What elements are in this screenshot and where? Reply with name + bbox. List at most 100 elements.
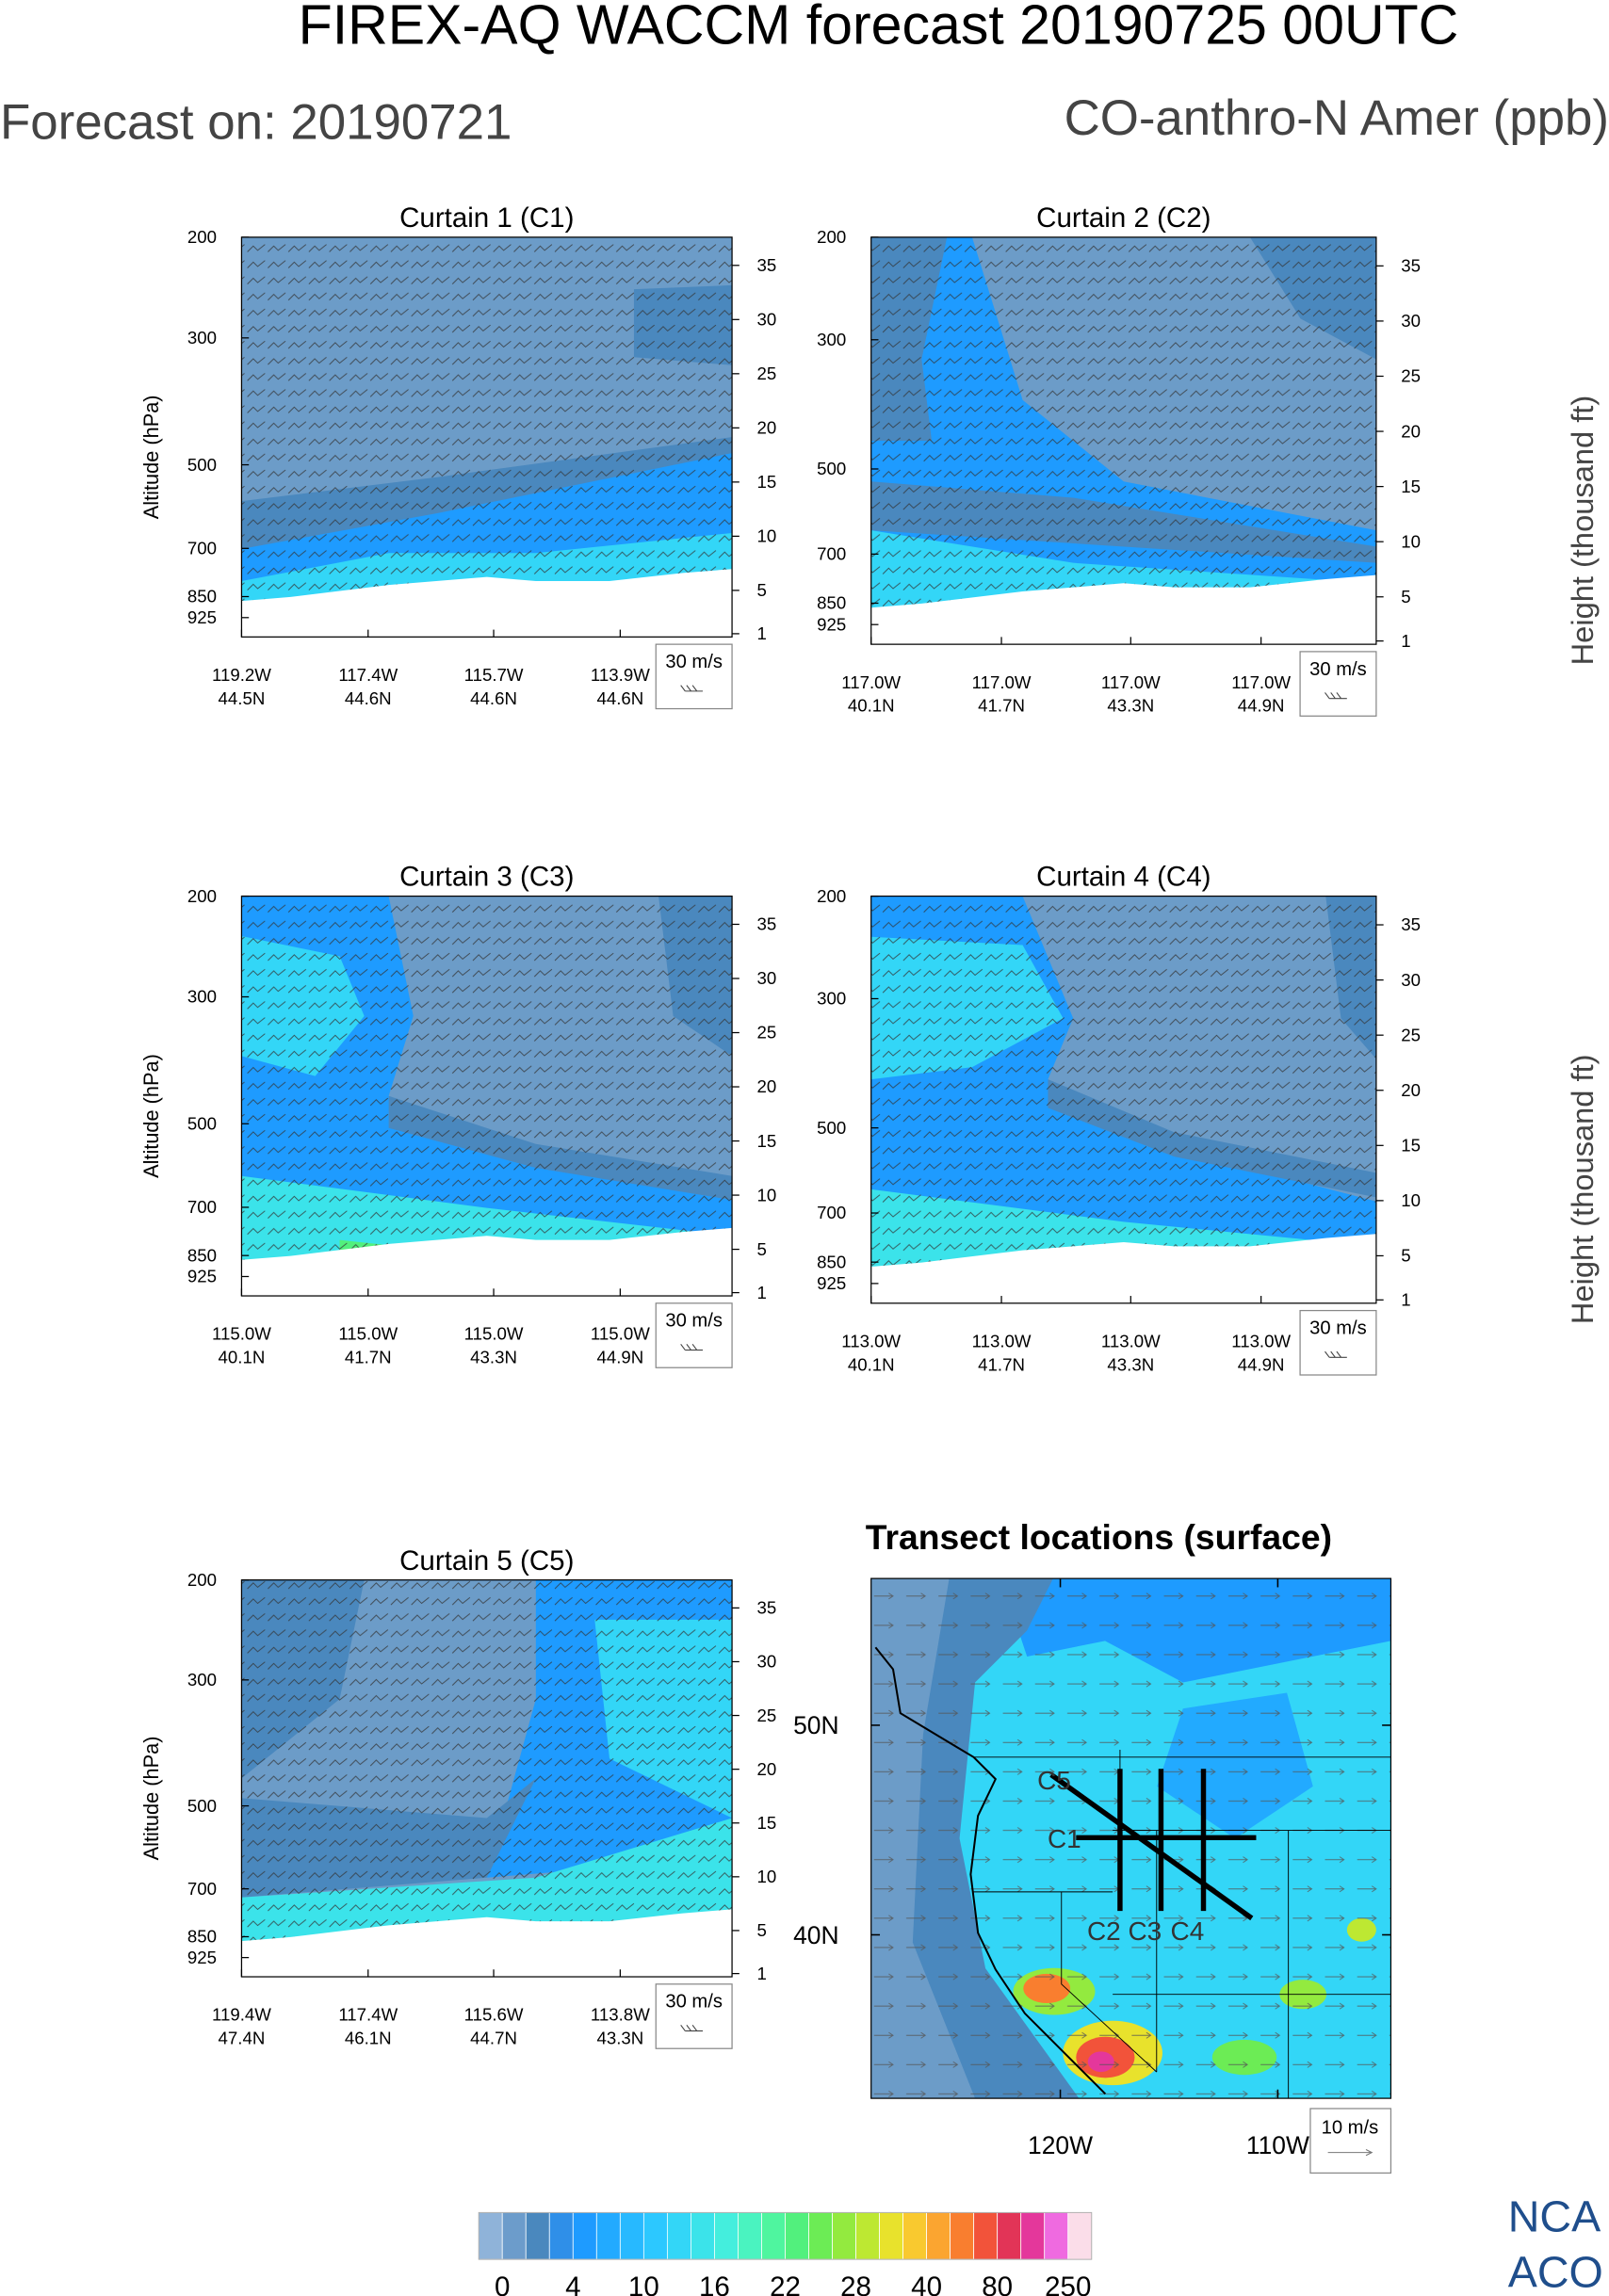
x-tick-label-lat: 44.6N	[470, 688, 517, 708]
colorbar-box	[950, 2211, 975, 2260]
wind-legend-barb	[680, 2025, 703, 2032]
y2-tick-label: 25	[756, 1706, 776, 1725]
y-tick-label: 850	[187, 1245, 217, 1265]
colorbar-box	[1067, 2211, 1093, 2260]
wind-legend-label: 30 m/s	[665, 1992, 723, 2013]
colorbar-box	[595, 2211, 621, 2260]
terrain	[241, 1909, 733, 1978]
x-tick-label: 115.6W	[464, 2005, 524, 2025]
x-tick-label: 117.0W	[1101, 672, 1161, 692]
x-tick-label: 115.0W	[464, 1324, 524, 1344]
colorbar-box	[666, 2211, 691, 2260]
panel-title: Curtain 2 (C2)	[1036, 202, 1211, 234]
y-tick-label: 200	[187, 227, 217, 247]
y2-tick-label: 35	[756, 255, 776, 275]
terrain	[870, 574, 1376, 645]
x-tick-label-lat: 40.1N	[219, 1348, 266, 1367]
y2-tick-label: 30	[1401, 970, 1421, 990]
y2-tick-label: 25	[1401, 366, 1421, 386]
wind-legend-label: 30 m/s	[665, 652, 723, 672]
y-tick-label: 200	[187, 1570, 217, 1590]
colorbar-box	[761, 2211, 786, 2260]
y2-tick-label: 30	[1401, 311, 1421, 331]
wind-barbs	[241, 1579, 733, 1978]
y2-tick-label: 15	[1401, 1136, 1421, 1156]
y2-tick-label: 5	[756, 1239, 766, 1259]
x-tick-label: 113.8W	[591, 2005, 650, 2025]
x-tick-label-lat: 44.7N	[470, 2029, 517, 2048]
y2-tick-label: 35	[756, 1598, 776, 1618]
x-tick-label: 113.9W	[591, 665, 650, 685]
x-tick-label-lat: 43.3N	[1107, 1354, 1154, 1374]
colorbar-box	[855, 2211, 880, 2260]
y-tick-label: 50N	[793, 1711, 838, 1739]
colorbar-box	[832, 2211, 856, 2260]
y2-axis-label: Height (thousand ft)	[1565, 396, 1600, 666]
y-tick-label: 500	[817, 1118, 846, 1138]
x-tick-label-lat: 41.7N	[978, 696, 1025, 716]
y-tick-label: 500	[817, 459, 846, 478]
transect-line	[1049, 1772, 1254, 1921]
wind-barbs	[241, 236, 733, 638]
colorbar-box	[738, 2211, 762, 2260]
y-tick-label: 500	[187, 1113, 217, 1133]
plot-frame	[870, 236, 1377, 645]
y2-tick-label: 30	[756, 310, 776, 330]
x-tick-label: 119.4W	[212, 2005, 271, 2025]
y-tick-label: 700	[187, 1879, 217, 1899]
y2-tick-label: 30	[756, 1652, 776, 1672]
x-tick-label: 117.4W	[338, 2005, 398, 2025]
wind-legend-arrow	[1327, 2149, 1373, 2157]
y2-tick-label: 5	[1401, 587, 1410, 606]
x-tick-label-lat: 44.6N	[596, 688, 643, 708]
plot-frame	[240, 236, 733, 638]
wind-legend-box	[1299, 651, 1377, 717]
colorbar-label: 22	[770, 2272, 801, 2296]
colorbar-frame	[478, 2211, 1093, 2260]
wind-legend-barb	[1325, 1350, 1347, 1358]
y-tick-label: 300	[817, 989, 846, 1009]
y-axis-label: Altitude (hPa)	[139, 1737, 163, 1861]
forecast-date: Forecast on: 20190721	[0, 95, 512, 151]
y-tick-label: 700	[817, 544, 846, 564]
colorbar-label: 4	[565, 2272, 580, 2296]
y2-tick-label: 10	[756, 1185, 776, 1205]
x-tick-label: 119.2W	[212, 665, 271, 685]
y-tick-label: 925	[187, 1267, 217, 1286]
wind-legend-barb	[680, 1344, 703, 1351]
x-tick-label-lat: 43.3N	[470, 1348, 517, 1367]
y2-tick-label: 20	[1401, 1080, 1421, 1100]
plot-frame	[240, 1579, 733, 1978]
y-tick-label: 300	[187, 1670, 217, 1690]
panel-title: Curtain 1 (C1)	[399, 202, 574, 234]
map-frame	[870, 1577, 1392, 2099]
wind-barbs	[870, 896, 1376, 1303]
x-tick-label: 117.0W	[972, 672, 1032, 692]
wind-legend-label: 30 m/s	[1309, 1318, 1367, 1338]
x-tick-label: 117.0W	[841, 672, 901, 692]
y-tick-label: 925	[187, 607, 217, 627]
y-tick-label: 500	[187, 1796, 217, 1816]
colorbar-box	[525, 2211, 550, 2260]
x-tick-label-lat: 44.6N	[345, 688, 392, 708]
wind-legend-barb	[680, 685, 703, 692]
y2-tick-label: 25	[1401, 1025, 1421, 1044]
wind-legend-box	[1299, 1309, 1377, 1376]
y2-tick-label: 20	[756, 1076, 776, 1096]
x-tick-label: 113.0W	[841, 1331, 901, 1350]
y2-tick-label: 15	[756, 472, 776, 492]
y-tick-label: 200	[817, 227, 846, 247]
y2-tick-label: 1	[756, 1964, 766, 1983]
x-tick-label-lat: 41.7N	[345, 1348, 392, 1367]
y2-tick-label: 10	[756, 1867, 776, 1886]
colorbar-box	[808, 2211, 833, 2260]
x-tick-label: 113.0W	[972, 1331, 1032, 1350]
colorbar-box	[548, 2211, 574, 2260]
main-title: FIREX-AQ WACCM forecast 20190725 00UTC	[299, 0, 1459, 57]
colorbar-box	[1044, 2211, 1069, 2260]
y2-tick-label: 15	[756, 1813, 776, 1833]
y2-axis-label: Height (thousand ft)	[1565, 1054, 1600, 1324]
colorbar-box	[691, 2211, 715, 2260]
terrain	[870, 1234, 1376, 1303]
